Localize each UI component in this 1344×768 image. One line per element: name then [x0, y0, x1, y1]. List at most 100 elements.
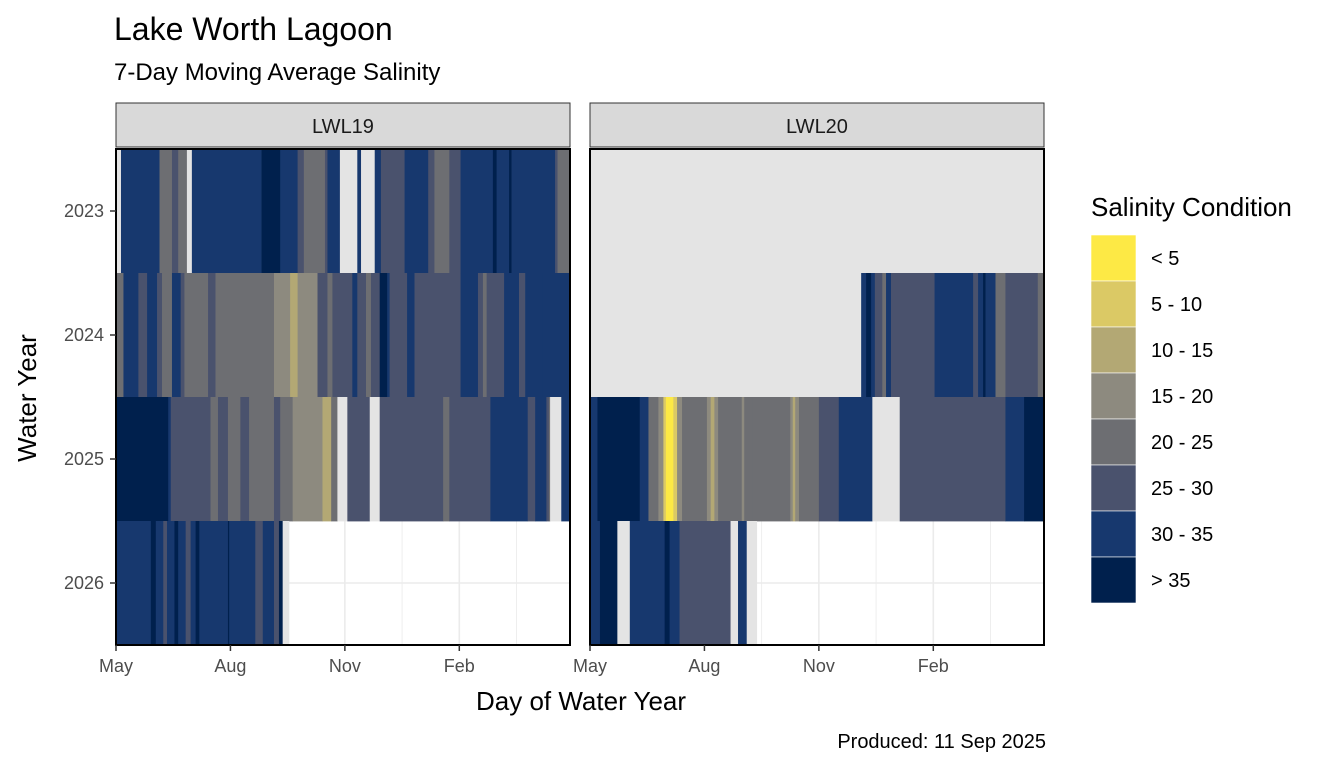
heatmap-tile: [361, 149, 376, 274]
heatmap-tile: [443, 397, 450, 522]
heatmap-tile: [374, 149, 382, 274]
x-tick-label: Feb: [444, 656, 475, 676]
heatmap-tile: [663, 397, 667, 522]
panel-lwl20: LWL20: [589, 102, 1045, 646]
heatmap-tile: [292, 397, 323, 522]
legend-label: 20 - 25: [1151, 432, 1213, 454]
heatmap-tile: [744, 397, 754, 522]
legend-key: [1090, 280, 1137, 328]
heatmap-tile: [297, 149, 305, 274]
heatmap-tile: [665, 397, 669, 522]
heatmap-tile: [995, 273, 1006, 398]
heatmap-tile: [167, 521, 175, 646]
heatmap-tile: [178, 149, 188, 274]
heatmap-tile: [282, 521, 290, 646]
facet-strip-label: LWL19: [312, 116, 374, 138]
chart-title: Lake Worth Lagoon: [114, 11, 393, 47]
heatmap-tile: [186, 149, 193, 274]
x-tick-label: Nov: [803, 656, 835, 676]
legend-label: 15 - 20: [1151, 386, 1213, 408]
heatmap-tile: [838, 397, 873, 522]
heatmap-tile: [934, 273, 974, 398]
heatmap-tile: [1037, 273, 1045, 398]
heatmap-tile: [1005, 397, 1025, 522]
heatmap-tile: [752, 397, 791, 522]
legend-label: < 5: [1151, 248, 1179, 270]
legend-key: [1090, 510, 1137, 558]
heatmap-tile: [597, 397, 641, 522]
x-tick-label: Aug: [214, 656, 246, 676]
heatmap-tile: [290, 273, 298, 398]
y-tick-label: 2025: [64, 449, 104, 469]
heatmap-tile: [492, 149, 498, 274]
heatmap-tile: [886, 273, 892, 398]
heatmap-tile: [215, 273, 275, 398]
heatmap-tile: [683, 521, 731, 646]
heatmap-tile: [818, 397, 840, 522]
heatmap-tile: [978, 273, 984, 398]
heatmap-tile: [199, 521, 229, 646]
legend-key: [1090, 464, 1137, 512]
heatmap-tile: [555, 149, 558, 274]
heatmap-tile: [331, 397, 338, 522]
heatmap-tile: [557, 149, 571, 274]
heatmap-tile: [327, 273, 333, 398]
chart-caption: Produced: 11 Sep 2025: [837, 731, 1046, 753]
heatmap-tile: [590, 273, 862, 398]
heatmap-tile: [357, 273, 367, 398]
heatmap-tile: [617, 521, 631, 646]
heatmap-tile: [332, 273, 353, 398]
heatmap-tile: [899, 397, 1006, 522]
facet-strip: [589, 102, 1045, 148]
heatmap-tile: [561, 397, 571, 522]
heatmap-tile: [317, 273, 328, 398]
heatmap-tile: [548, 397, 551, 522]
heatmap-tile: [273, 273, 291, 398]
legend-label: 10 - 15: [1151, 340, 1213, 362]
heatmap-tile: [171, 273, 182, 398]
heatmap-tile: [163, 521, 168, 646]
heatmap-tile: [714, 397, 719, 522]
heatmap-tile: [229, 521, 256, 646]
heatmap-tile: [482, 273, 488, 398]
heatmap-tile: [255, 521, 264, 646]
heatmap-tile: [369, 397, 381, 522]
heatmap-tile: [303, 149, 326, 274]
heatmap-tile: [278, 521, 284, 646]
heatmap-row-2025: [590, 397, 1045, 522]
x-tick-label: Nov: [329, 656, 361, 676]
heatmap-tile: [322, 397, 332, 522]
legend-key: [1090, 326, 1137, 374]
heatmap-tile: [460, 273, 479, 398]
heatmap-tile: [178, 521, 187, 646]
heatmap-tile: [496, 149, 510, 274]
heatmap-tile: [1024, 397, 1045, 522]
heatmap-tile: [370, 273, 381, 398]
heatmap-tile: [668, 397, 674, 522]
heatmap-tile: [379, 273, 388, 398]
heatmap-tile: [407, 273, 415, 398]
legend-label: 30 - 35: [1151, 524, 1213, 546]
heatmap-tile: [387, 273, 391, 398]
heatmap-tile: [185, 521, 192, 646]
x-tick-label: Feb: [918, 656, 949, 676]
legend-title: Salinity Condition: [1091, 192, 1292, 222]
heatmap-tile: [227, 397, 241, 522]
heatmap-tile: [746, 521, 758, 646]
heatmap-tile: [357, 149, 362, 274]
heatmap-tile: [273, 521, 280, 646]
heatmap-tile: [706, 397, 712, 522]
heatmap-tile: [730, 521, 739, 646]
x-tick-label: Aug: [688, 656, 720, 676]
heatmap-tile: [297, 273, 318, 398]
panel-border: [589, 148, 1045, 646]
heatmap-tile: [525, 273, 544, 398]
y-tick-label: 2024: [64, 325, 104, 345]
heatmap-tile: [337, 397, 348, 522]
legend-key: [1090, 234, 1137, 282]
heatmap-tile: [352, 273, 358, 398]
heatmap-tile: [414, 273, 461, 398]
heatmap-row-2024: [116, 273, 571, 398]
heatmap-tile: [477, 273, 484, 398]
legend-key: [1090, 556, 1137, 604]
